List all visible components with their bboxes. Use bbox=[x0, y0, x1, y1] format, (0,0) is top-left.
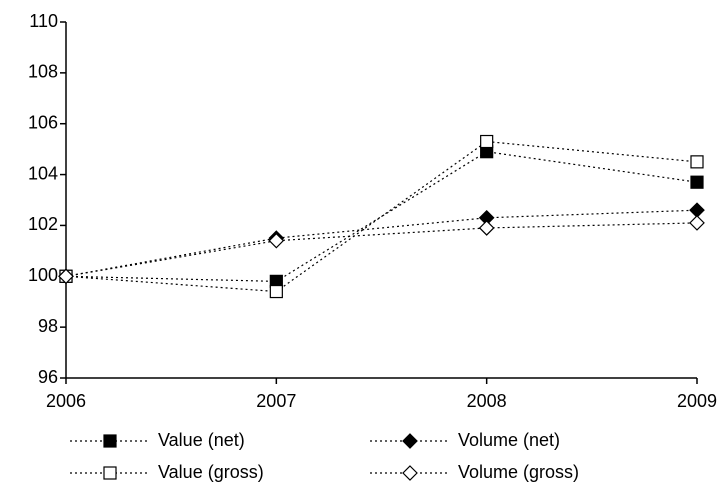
x-tick-label: 2007 bbox=[256, 391, 296, 411]
marker bbox=[690, 175, 704, 189]
legend-marker bbox=[103, 466, 117, 480]
legend-label: Value (net) bbox=[158, 430, 245, 450]
marker bbox=[58, 268, 74, 285]
legend-label: Volume (gross) bbox=[458, 462, 579, 482]
marker bbox=[480, 134, 494, 149]
y-tick-label: 110 bbox=[29, 11, 58, 31]
y-tick-label: 100 bbox=[28, 265, 58, 285]
marker bbox=[478, 220, 495, 236]
legend-marker bbox=[402, 465, 418, 481]
y-tick-label: 102 bbox=[28, 214, 58, 234]
legend-marker bbox=[103, 434, 117, 448]
marker bbox=[269, 284, 283, 299]
y-tick-label: 106 bbox=[28, 112, 58, 132]
y-tick-label: 98 bbox=[38, 316, 58, 336]
marker bbox=[690, 155, 704, 169]
legend-label: Volume (net) bbox=[458, 430, 560, 450]
marker bbox=[689, 215, 705, 231]
legend-marker bbox=[402, 433, 418, 449]
y-tick-label: 104 bbox=[28, 163, 58, 183]
marker bbox=[268, 232, 285, 249]
y-tick-label: 108 bbox=[28, 62, 58, 82]
x-tick-label: 2006 bbox=[46, 391, 86, 411]
y-tick-label: 96 bbox=[38, 367, 58, 387]
series-line bbox=[65, 140, 698, 293]
x-tick-label: 2008 bbox=[467, 391, 507, 411]
series-line bbox=[65, 151, 698, 282]
series-line bbox=[65, 222, 698, 277]
legend-label: Value (gross) bbox=[158, 462, 264, 482]
x-tick-label: 2009 bbox=[677, 391, 717, 411]
series-line bbox=[65, 209, 698, 277]
